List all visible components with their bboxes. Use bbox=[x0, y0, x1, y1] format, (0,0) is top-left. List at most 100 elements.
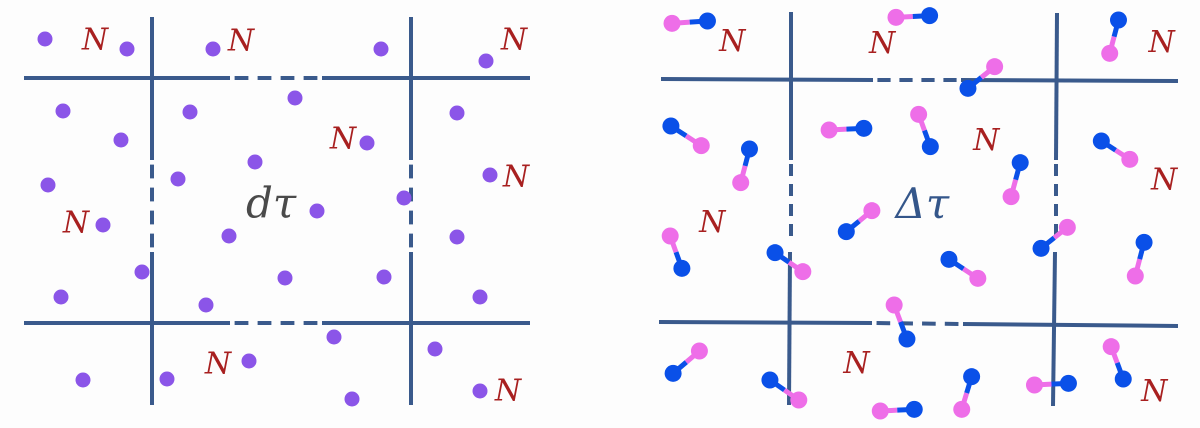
atom-blue bbox=[1114, 370, 1132, 388]
cell-label-n: N bbox=[718, 24, 747, 59]
atom-pink bbox=[953, 400, 971, 418]
atom-pink bbox=[692, 137, 710, 155]
molecule bbox=[820, 119, 873, 139]
atom-pink bbox=[871, 402, 889, 420]
atom-blue bbox=[1032, 239, 1050, 257]
particle-dot bbox=[205, 41, 221, 57]
particle-dot bbox=[75, 372, 91, 388]
grid-line bbox=[1054, 12, 1059, 161]
cell-label-n: N bbox=[329, 122, 358, 157]
particle-dot bbox=[472, 383, 488, 399]
particle-dot bbox=[40, 177, 56, 193]
cell-label-n: N bbox=[500, 23, 529, 58]
particle-dot bbox=[449, 105, 465, 121]
molecule bbox=[732, 140, 758, 192]
cell-label-n: N bbox=[1147, 25, 1176, 60]
grid-line bbox=[660, 77, 874, 82]
cell-label-n: N bbox=[204, 347, 233, 382]
molecule bbox=[664, 342, 708, 382]
atom-blue bbox=[963, 368, 981, 386]
grid-line bbox=[787, 251, 792, 406]
particle-dot bbox=[53, 289, 69, 305]
atom-blue bbox=[664, 364, 682, 382]
particle-dot bbox=[359, 135, 375, 151]
particle-dot bbox=[427, 341, 443, 357]
atom-pink bbox=[1101, 44, 1119, 62]
molecule bbox=[761, 371, 808, 409]
atom-pink bbox=[663, 14, 681, 32]
atom-blue bbox=[766, 244, 784, 262]
atom-blue bbox=[940, 250, 958, 268]
particle-dot bbox=[326, 329, 342, 345]
atom-blue bbox=[1092, 132, 1110, 150]
grid-line bbox=[962, 322, 1179, 328]
atom-pink bbox=[969, 269, 987, 287]
molecule bbox=[910, 105, 939, 156]
atom-blue bbox=[1109, 11, 1127, 29]
particle-dot bbox=[134, 264, 150, 280]
atom-blue bbox=[837, 223, 855, 241]
grid-line bbox=[658, 320, 873, 325]
molecule bbox=[1102, 338, 1132, 388]
particle-dot bbox=[159, 371, 175, 387]
atom-pink bbox=[1058, 218, 1076, 236]
molecule bbox=[1025, 374, 1077, 394]
atom-blue bbox=[673, 259, 691, 277]
particle-dot bbox=[482, 167, 498, 183]
particle-dot bbox=[182, 104, 198, 120]
atom-blue bbox=[662, 117, 680, 135]
molecule bbox=[1032, 218, 1076, 257]
particle-dot bbox=[344, 391, 360, 407]
cell-label-n: N bbox=[62, 206, 91, 241]
cell-label-n: N bbox=[1140, 374, 1169, 409]
molecule bbox=[885, 296, 916, 348]
particle-dot bbox=[119, 41, 135, 57]
atom-blue bbox=[921, 7, 939, 25]
molecule bbox=[661, 227, 691, 277]
atom-blue bbox=[1011, 154, 1029, 172]
molecule bbox=[959, 58, 1004, 97]
molecule bbox=[1002, 154, 1029, 206]
grid-line bbox=[1051, 251, 1057, 407]
cell-label-n: N bbox=[81, 23, 110, 58]
atom-blue bbox=[1135, 233, 1153, 251]
atom-pink bbox=[1025, 376, 1043, 394]
atom-pink bbox=[1102, 338, 1120, 356]
molecule bbox=[887, 7, 939, 26]
particle-dot bbox=[55, 103, 71, 119]
particle-dot bbox=[241, 353, 257, 369]
particle-dot bbox=[396, 190, 412, 206]
particle-dot bbox=[373, 41, 389, 57]
cell-label-n: N bbox=[842, 346, 871, 381]
cell-label-n: N bbox=[1150, 163, 1179, 198]
atom-pink bbox=[885, 296, 903, 314]
cell-label-n: N bbox=[494, 374, 523, 409]
atom-blue bbox=[855, 119, 873, 137]
molecule bbox=[871, 400, 923, 420]
cell-label-n: N bbox=[972, 123, 1001, 158]
right-panel: N N N N N N N N Δτ bbox=[658, 7, 1179, 420]
atom-pink bbox=[1126, 267, 1144, 285]
molecule bbox=[766, 244, 812, 281]
particle-dot bbox=[277, 270, 293, 286]
molecule bbox=[663, 12, 716, 32]
particle-dot bbox=[472, 289, 488, 305]
particle-dot bbox=[198, 297, 214, 313]
atom-pink bbox=[910, 105, 928, 123]
atom-blue bbox=[959, 79, 977, 97]
molecule bbox=[1092, 132, 1139, 168]
molecule bbox=[662, 117, 710, 155]
atom-pink bbox=[794, 263, 812, 281]
atom-pink bbox=[1121, 150, 1139, 168]
cell-label-n: N bbox=[227, 24, 256, 59]
particle-dot bbox=[170, 171, 186, 187]
particle-dot bbox=[37, 31, 53, 47]
cell-label-n: N bbox=[868, 26, 897, 61]
particle-dot bbox=[309, 203, 325, 219]
particle-dot bbox=[113, 132, 129, 148]
atom-blue bbox=[898, 330, 916, 348]
volume-element-label: dτ bbox=[246, 179, 297, 228]
particle-dot bbox=[221, 228, 237, 244]
